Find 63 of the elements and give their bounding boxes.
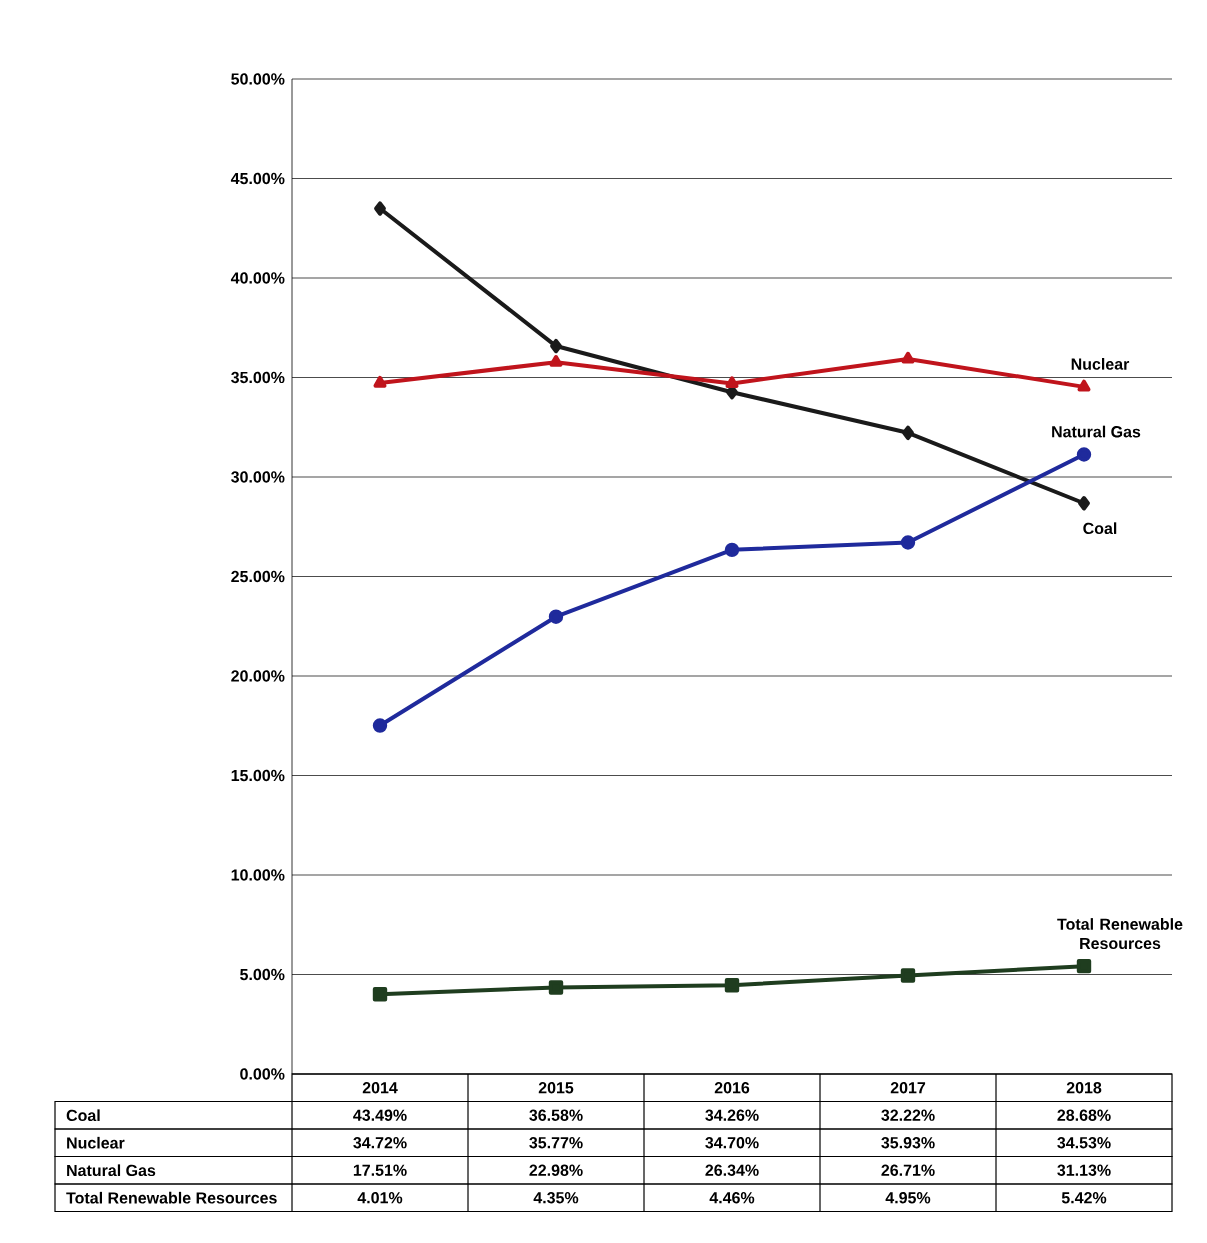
point — [900, 535, 916, 550]
y-tick-label: 35.00% — [231, 371, 285, 384]
data-label: 34.26% — [705, 1109, 759, 1121]
point — [548, 980, 564, 995]
point — [1076, 958, 1092, 974]
y-tick-label: 40.00% — [231, 272, 285, 284]
data-label: 35.93% — [881, 1137, 935, 1149]
point — [372, 718, 388, 733]
point — [550, 338, 563, 354]
data-label: 4.01% — [357, 1192, 403, 1204]
y-tick-label: 50.00% — [231, 73, 285, 85]
data-label: 17.51% — [354, 1164, 407, 1176]
series-label: Nuclear — [1071, 358, 1130, 370]
data-label: 22.98% — [529, 1164, 583, 1176]
point — [374, 201, 387, 216]
y-tick-label: 25.00% — [231, 570, 285, 583]
series-label: Coal — [1083, 522, 1117, 535]
point — [1076, 447, 1092, 462]
y-tick-label: 30.00% — [231, 471, 285, 483]
y-tick-label: 0.00% — [240, 1068, 285, 1080]
point — [1078, 496, 1091, 511]
data-label: 26.34% — [705, 1164, 759, 1176]
series-label: Total Renewable Resources — [1057, 918, 1183, 950]
data-label: 5.42% — [1062, 1192, 1107, 1204]
text: Coal — [66, 1109, 100, 1122]
data-label: 28.68% — [1057, 1109, 1111, 1121]
y-tick-label: 45.00% — [231, 172, 285, 185]
data-label: 4.46% — [709, 1192, 755, 1204]
point — [901, 351, 915, 364]
data-label: 36.58% — [529, 1109, 583, 1121]
y-tick-label: 15.00% — [231, 769, 285, 782]
y-tick-label: 20.00% — [231, 670, 285, 682]
data-label: 35.77% — [529, 1137, 583, 1149]
series-label: Natural Gas — [1052, 425, 1141, 438]
x-tick-label: 2016 — [714, 1082, 750, 1094]
point — [724, 542, 740, 558]
data-label: 34.70% — [705, 1137, 759, 1149]
x-tick-label: 2017 — [890, 1082, 926, 1094]
x-tick-label: 2014 — [362, 1082, 398, 1094]
data-label: 34.72% — [353, 1137, 407, 1149]
y-tick-label: 10.00% — [231, 869, 285, 881]
data-label: 43.49% — [353, 1109, 407, 1121]
data-label: 4.95% — [885, 1192, 931, 1204]
data-label: 31.13% — [1057, 1164, 1111, 1176]
point — [1077, 379, 1091, 392]
text: Natural Gas — [67, 1164, 156, 1177]
data-label: 4.35% — [533, 1192, 579, 1204]
point — [902, 425, 915, 441]
point — [373, 375, 387, 388]
data-label: 34.53% — [1057, 1137, 1111, 1149]
point — [548, 609, 564, 624]
y-tick-label: 5.00% — [240, 968, 285, 981]
point — [900, 968, 916, 983]
text: Nuclear — [67, 1136, 125, 1149]
data-label: 32.22% — [881, 1109, 935, 1121]
point — [549, 354, 563, 367]
point — [372, 987, 388, 1002]
x-tick-label: 2015 — [538, 1082, 574, 1094]
x-tick-label: 2018 — [1066, 1082, 1102, 1094]
point — [725, 376, 739, 389]
data-label: 26.71% — [881, 1164, 935, 1176]
text: Total Renewable Resources — [66, 1191, 277, 1204]
point — [724, 978, 740, 993]
